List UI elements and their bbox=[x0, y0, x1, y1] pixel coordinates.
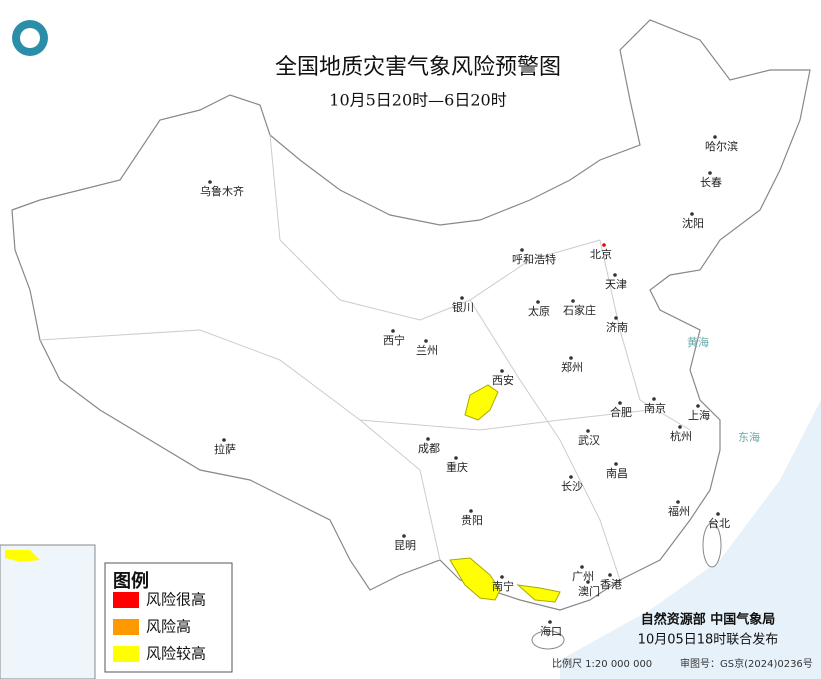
city-dot bbox=[391, 329, 395, 333]
city-label: 上海 bbox=[688, 408, 710, 422]
city-dot bbox=[460, 296, 464, 300]
city-dot bbox=[454, 456, 458, 460]
risk-area bbox=[449, 557, 501, 601]
city-dot bbox=[548, 620, 552, 624]
city-dot bbox=[696, 404, 700, 408]
legend-swatch bbox=[113, 646, 139, 662]
city-label: 拉萨 bbox=[214, 442, 236, 456]
city-label: 太原 bbox=[528, 305, 550, 318]
city-dot bbox=[208, 180, 212, 184]
sea-label: 黄海 bbox=[687, 335, 709, 349]
city-dot bbox=[602, 243, 606, 247]
city-label: 广州 bbox=[572, 570, 594, 583]
city-dot bbox=[500, 575, 504, 579]
city-dot bbox=[608, 573, 612, 577]
city-label: 天津 bbox=[605, 278, 627, 291]
city-label: 成都 bbox=[418, 442, 440, 455]
city-label: 石家庄 bbox=[563, 303, 596, 317]
province-borders bbox=[39, 134, 691, 581]
inset-map bbox=[0, 544, 96, 679]
city-label: 乌鲁木齐 bbox=[200, 184, 244, 198]
subtitle: 10月5日20时—6日20时 bbox=[329, 91, 506, 110]
title: 全国地质灾害气象风险预警图 bbox=[275, 55, 561, 80]
hainan bbox=[531, 630, 565, 650]
city-label: 西宁 bbox=[383, 333, 405, 347]
city-dot bbox=[426, 437, 430, 441]
logo-inner bbox=[20, 28, 40, 48]
city-label: 长春 bbox=[700, 176, 722, 189]
city-label: 沈阳 bbox=[682, 216, 704, 230]
city-dot bbox=[690, 212, 694, 216]
risk-area bbox=[516, 584, 561, 603]
city-label: 香港 bbox=[600, 578, 622, 591]
city-dot bbox=[586, 429, 590, 433]
city-dot bbox=[569, 356, 573, 360]
city-label: 西安 bbox=[492, 373, 514, 387]
legend-title: 图例 bbox=[113, 570, 149, 592]
city-label: 澳门 bbox=[578, 584, 600, 598]
risk-area bbox=[5, 550, 40, 562]
city-dot bbox=[536, 300, 540, 304]
legend-swatch bbox=[113, 619, 139, 635]
taiwan bbox=[702, 522, 722, 568]
issuer: 自然资源部 中国气象局 bbox=[641, 612, 776, 628]
city-dot bbox=[569, 475, 573, 479]
city-label: 重庆 bbox=[446, 460, 468, 474]
city-label: 合肥 bbox=[610, 405, 632, 419]
city-label: 哈尔滨 bbox=[705, 139, 738, 153]
review-number: 审图号：GS京(2024)0236号 bbox=[680, 657, 813, 670]
city-label: 南昌 bbox=[606, 467, 628, 480]
sea-label: 东海 bbox=[738, 430, 760, 444]
city-label: 济南 bbox=[606, 320, 628, 334]
city-label: 贵阳 bbox=[461, 514, 483, 527]
country-outline bbox=[11, 19, 811, 611]
city-label: 武汉 bbox=[578, 434, 600, 447]
city-dot bbox=[716, 512, 720, 516]
city-label: 兰州 bbox=[416, 344, 438, 357]
city-label: 福州 bbox=[668, 504, 690, 518]
city-dot bbox=[678, 425, 682, 429]
city-label: 长沙 bbox=[561, 480, 583, 493]
city-label: 银川 bbox=[452, 300, 474, 314]
city-dot bbox=[676, 500, 680, 504]
city-label: 海口 bbox=[540, 624, 562, 638]
city-dot bbox=[222, 438, 226, 442]
city-label: 杭州 bbox=[670, 429, 692, 443]
city-dot bbox=[652, 397, 656, 401]
sea bbox=[560, 400, 821, 679]
city-dot bbox=[520, 248, 524, 252]
legend-label: 风险很高 bbox=[146, 591, 206, 609]
legend-label: 风险较高 bbox=[146, 645, 206, 663]
city-label: 呼和浩特 bbox=[512, 252, 556, 266]
city-label: 南宁 bbox=[492, 579, 514, 593]
scale: 比例尺 1:20 000 000 bbox=[552, 657, 652, 670]
city-label: 昆明 bbox=[394, 539, 416, 552]
city-dot bbox=[424, 339, 428, 343]
city-dot bbox=[614, 462, 618, 466]
legend-swatch bbox=[113, 592, 139, 608]
city-label: 南京 bbox=[644, 401, 666, 415]
city-label: 台北 bbox=[708, 516, 730, 530]
city-label: 北京 bbox=[590, 247, 612, 261]
risk-area bbox=[464, 384, 499, 421]
city-dot bbox=[402, 534, 406, 538]
city-dot bbox=[586, 580, 590, 584]
legend-label: 风险高 bbox=[146, 618, 191, 636]
city-label: 郑州 bbox=[561, 360, 583, 374]
city-dot bbox=[613, 273, 617, 277]
city-dot bbox=[571, 299, 575, 303]
city-dot bbox=[618, 401, 622, 405]
city-dot bbox=[469, 509, 473, 513]
city-dot bbox=[580, 565, 584, 569]
city-dot bbox=[713, 135, 717, 139]
issued: 10月05日18时联合发布 bbox=[638, 632, 779, 648]
city-dot bbox=[500, 369, 504, 373]
city-dot bbox=[614, 316, 618, 320]
city-dot bbox=[708, 171, 712, 175]
